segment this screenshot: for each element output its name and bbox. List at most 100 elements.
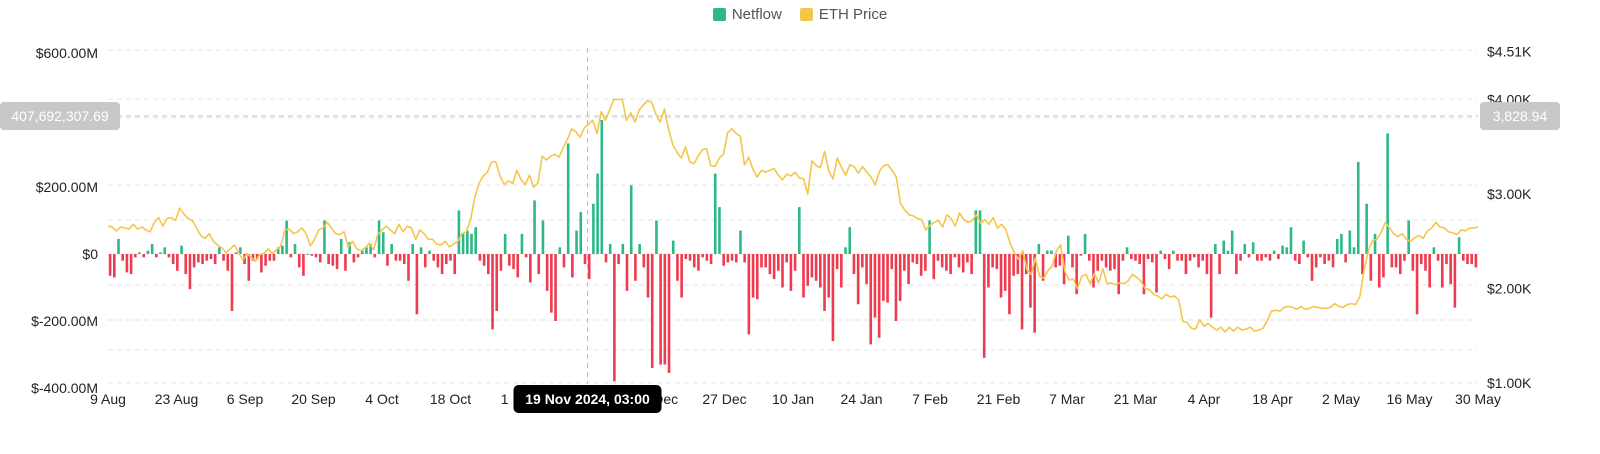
- netflow-bar: [1335, 238, 1339, 254]
- netflow-bar: [789, 254, 793, 291]
- netflow-bar: [302, 254, 305, 276]
- netflow-bar: [886, 254, 889, 303]
- netflow-bar: [1394, 254, 1398, 268]
- legend-item-eth-price[interactable]: ETH Price: [799, 6, 888, 23]
- legend-label-eth-price: ETH Price: [818, 6, 888, 23]
- netflow-bar: [1125, 247, 1129, 254]
- netflow-bar: [1285, 247, 1289, 254]
- netflow-bar: [167, 254, 171, 258]
- netflow-bar: [835, 254, 839, 270]
- netflow-bar: [726, 254, 730, 263]
- netflow-bar: [592, 203, 595, 254]
- netflow-bar: [819, 254, 822, 288]
- netflow-bar: [1377, 254, 1381, 288]
- netflow-bar: [571, 254, 574, 278]
- netflow-bar: [171, 254, 175, 265]
- netflow-bar: [428, 250, 431, 254]
- netflow-bar: [1344, 254, 1347, 263]
- netflow-bar: [121, 254, 125, 261]
- netflow-bar: [184, 254, 188, 275]
- netflow-bar: [230, 254, 234, 311]
- netflow-bar: [1340, 233, 1343, 254]
- netflow-bar: [575, 230, 578, 254]
- netflow-bar: [1428, 254, 1431, 288]
- netflow-bar: [936, 254, 940, 261]
- netflow-bar: [772, 254, 776, 280]
- netflow-bar: [444, 254, 448, 265]
- netflow-bar: [747, 254, 751, 335]
- netflow-bar: [117, 238, 120, 254]
- netflow-bar: [1457, 237, 1461, 254]
- netflow-bar: [650, 254, 654, 368]
- netflow-bar: [903, 254, 906, 271]
- netflow-bar: [453, 254, 457, 275]
- legend-item-netflow[interactable]: Netflow: [712, 6, 782, 23]
- legend-label-netflow: Netflow: [731, 6, 782, 23]
- netflow-bar: [924, 254, 927, 271]
- x-tick-label: 4 Oct: [365, 391, 399, 407]
- netflow-bar: [739, 230, 742, 254]
- eth-price-series: [107, 98, 1479, 333]
- netflow-bar: [642, 254, 646, 268]
- netflow-bar: [125, 254, 129, 273]
- netflow-bar: [1201, 254, 1205, 261]
- netflow-bar: [482, 254, 486, 266]
- netflow-bar: [323, 220, 326, 254]
- netflow-bar: [671, 240, 675, 254]
- netflow-bar: [276, 247, 280, 254]
- netflow-bar: [1382, 254, 1385, 278]
- netflow-bar: [260, 254, 263, 273]
- netflow-bar: [1188, 254, 1192, 261]
- netflow-bar: [928, 220, 931, 254]
- netflow-bar: [1092, 254, 1095, 288]
- x-tick-label: 21 Feb: [977, 391, 1021, 407]
- netflow-bar: [264, 254, 267, 266]
- netflow-bar: [911, 254, 915, 263]
- x-tick-label: 20 Sep: [291, 391, 336, 407]
- netflow-bar: [596, 173, 599, 254]
- netflow-bar: [865, 254, 868, 285]
- netflow-bar: [1306, 254, 1310, 258]
- netflow-bar: [957, 254, 961, 268]
- y-right-tick-label: $3.00K: [1487, 186, 1532, 202]
- netflow-bar: [1020, 254, 1024, 330]
- netflow-bar: [1012, 254, 1015, 276]
- eth-price-swatch: [799, 8, 813, 21]
- netflow-bar: [743, 254, 746, 263]
- crosshair-date-label: 19 Nov 2024, 03:00: [525, 391, 650, 407]
- netflow-bar: [487, 254, 490, 275]
- x-tick-label: 4 Apr: [1188, 391, 1221, 407]
- netflow-bar: [890, 254, 894, 270]
- axes: $600.00M $200.00M $0 $-200.00M $-400.00M $4.5…: [31, 43, 1532, 407]
- netflow-bar: [201, 254, 204, 265]
- netflow-bar: [1033, 254, 1036, 333]
- netflow-bar: [491, 254, 494, 330]
- netflow-bar: [281, 245, 284, 255]
- netflow-bar: [1293, 254, 1297, 261]
- netflow-bar: [243, 254, 246, 265]
- netflow-bar: [949, 254, 952, 275]
- netflow-bar: [1323, 254, 1326, 265]
- netflow-bar: [142, 254, 146, 258]
- netflow-bar: [1260, 254, 1263, 261]
- netflow-bar: [861, 254, 864, 268]
- netflow-bar: [449, 254, 452, 261]
- netflow-bar: [755, 254, 759, 300]
- netflow-bar: [1155, 254, 1158, 293]
- netflow-bar: [1193, 254, 1196, 258]
- netflow-bar: [1008, 254, 1011, 315]
- netflow-bar: [1407, 220, 1410, 254]
- netflow-bar: [882, 254, 885, 301]
- netflow-bar: [974, 210, 978, 254]
- netflow-bar: [940, 254, 944, 268]
- netflow-bar: [600, 120, 604, 254]
- netflow-bar: [1298, 254, 1301, 265]
- netflow-bar: [1172, 250, 1175, 254]
- netflow-bar: [1058, 254, 1062, 266]
- x-tick-label: 18 Oct: [430, 391, 471, 407]
- y-left-tick-label: $600.00M: [36, 45, 98, 61]
- netflow-bar: [646, 254, 650, 298]
- netflow-bar: [1087, 254, 1091, 261]
- netflow-bar: [1184, 254, 1188, 275]
